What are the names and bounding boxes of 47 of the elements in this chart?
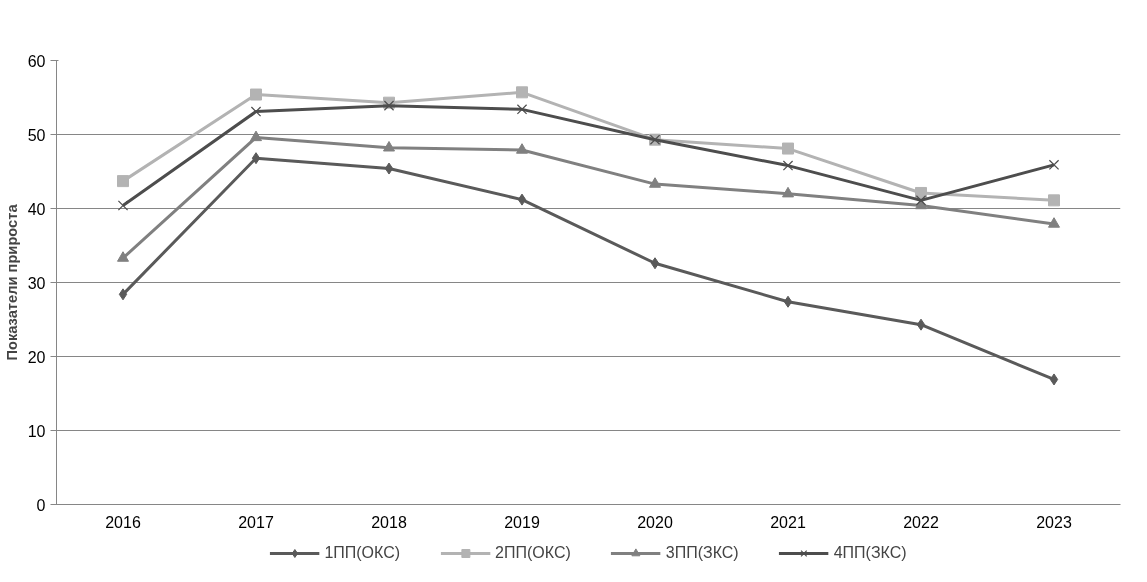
point — [250, 106, 262, 117]
point — [517, 193, 527, 206]
point — [383, 100, 395, 111]
point — [250, 88, 262, 101]
x-tick-label: 2019 — [504, 513, 540, 531]
point — [915, 195, 927, 206]
point — [1048, 217, 1060, 228]
point — [1049, 373, 1059, 386]
y-tick-label: 60 — [27, 52, 46, 70]
legend-label: 3ПП(ЗКС) — [665, 543, 739, 562]
y-tick-label: 10 — [27, 422, 46, 440]
point — [516, 86, 528, 99]
y-axis-title: Показатели прироста — [3, 203, 20, 361]
y-tick-label: 50 — [27, 126, 46, 144]
point — [384, 162, 394, 175]
point — [782, 160, 794, 171]
point — [649, 177, 661, 188]
point — [650, 257, 660, 270]
x-tick-label: 2017 — [238, 513, 274, 531]
point — [383, 140, 395, 152]
legend-label: 2ПП(ОКС) — [495, 543, 571, 562]
y-tick-label: 30 — [27, 274, 46, 292]
point — [118, 288, 128, 301]
point — [1048, 194, 1060, 207]
x-tick-label: 2020 — [637, 513, 673, 531]
point — [916, 318, 926, 331]
point — [783, 295, 793, 308]
point — [117, 200, 129, 211]
point — [516, 104, 528, 115]
point — [117, 251, 129, 262]
legend-label: 1ПП(ОКС) — [324, 543, 401, 562]
y-tick-label: 20 — [27, 348, 46, 366]
y-tick-label: 0 — [36, 496, 46, 514]
y-tick-label: 40 — [27, 200, 46, 218]
point — [782, 186, 794, 198]
point — [250, 130, 262, 142]
x-tick-label: 2021 — [770, 513, 806, 531]
point — [117, 175, 129, 188]
x-tick-label: 2022 — [903, 513, 939, 531]
point — [516, 143, 528, 154]
point — [251, 152, 261, 165]
legend-label: 4ПП(ЗКС) — [833, 543, 907, 562]
x-tick-label: 2018 — [371, 513, 407, 531]
point — [782, 142, 794, 155]
point — [1048, 159, 1060, 171]
x-tick-label: 2023 — [1036, 513, 1072, 531]
x-tick-label: 2016 — [105, 513, 141, 531]
